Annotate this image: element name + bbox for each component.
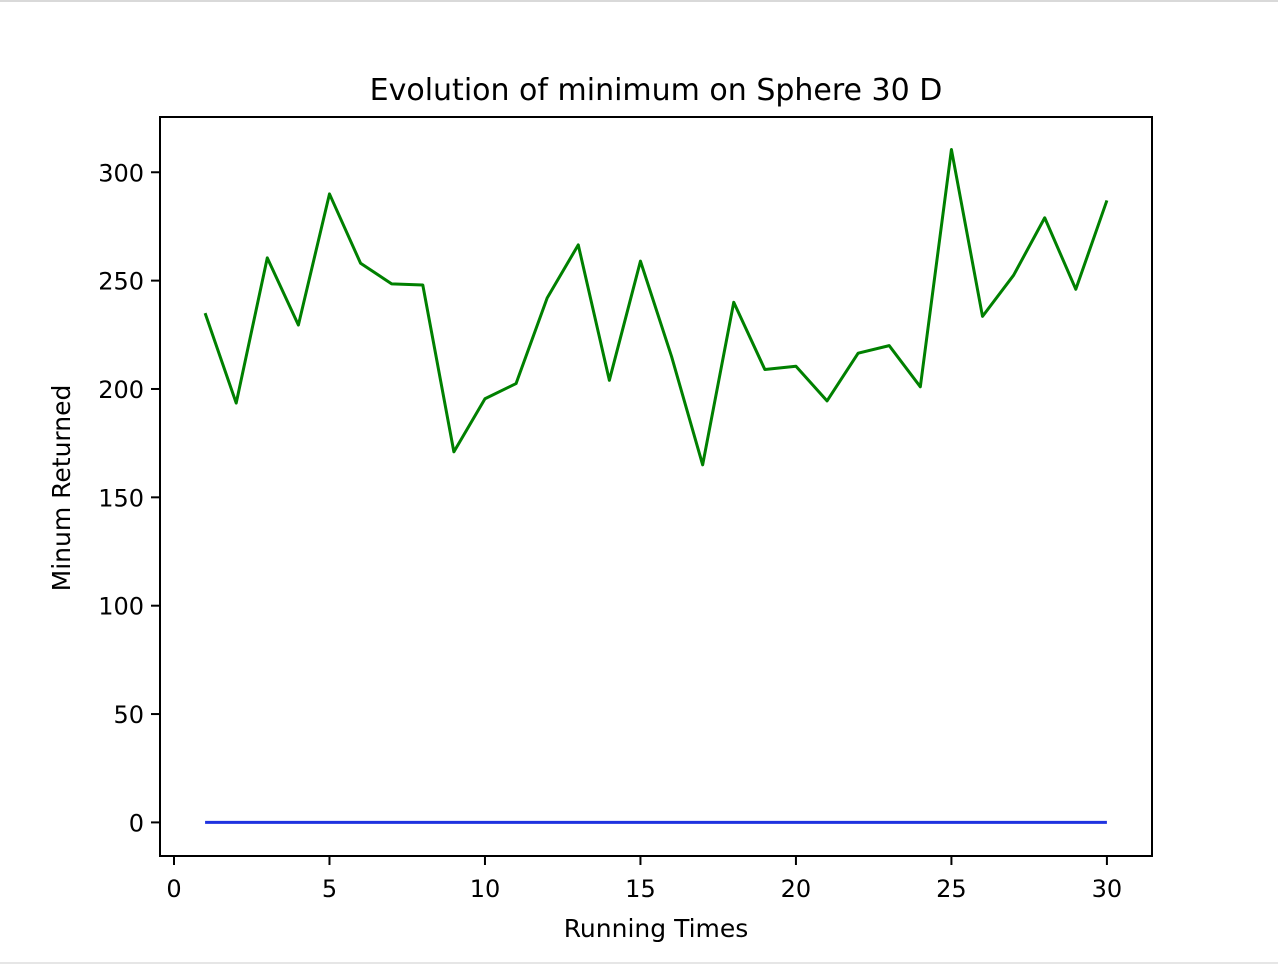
x-tick-label: 15 (625, 875, 656, 903)
y-tick-label: 250 (98, 268, 144, 296)
top-divider (0, 0, 1278, 2)
x-tick-label: 5 (322, 875, 337, 903)
x-tick-label: 0 (166, 875, 181, 903)
y-axis-label: Minum Returned (47, 385, 76, 592)
x-tick-label: 20 (781, 875, 812, 903)
series-layer (203, 148, 1109, 824)
x-axis-ticks: 0 5 10 15 20 25 30 (166, 856, 1122, 903)
y-tick-label: 100 (98, 593, 144, 621)
y-tick-label: 0 (129, 809, 144, 837)
x-tick-label: 10 (470, 875, 501, 903)
y-tick-label: 150 (98, 484, 144, 512)
y-tick-label: 200 (98, 376, 144, 404)
y-tick-label: 50 (113, 701, 144, 729)
bottom-divider (0, 962, 1278, 964)
y-axis-ticks: 0 50 100 150 200 250 300 (98, 159, 160, 837)
chart-title: Evolution of minimum on Sphere 30 D (370, 73, 943, 108)
x-tick-label: 25 (936, 875, 967, 903)
y-tick-label: 300 (98, 159, 144, 187)
series-line-1 (203, 148, 1109, 467)
x-axis-label: Running Times (564, 914, 749, 943)
plot-area-frame (159, 116, 1153, 857)
x-tick-label: 30 (1092, 875, 1123, 903)
